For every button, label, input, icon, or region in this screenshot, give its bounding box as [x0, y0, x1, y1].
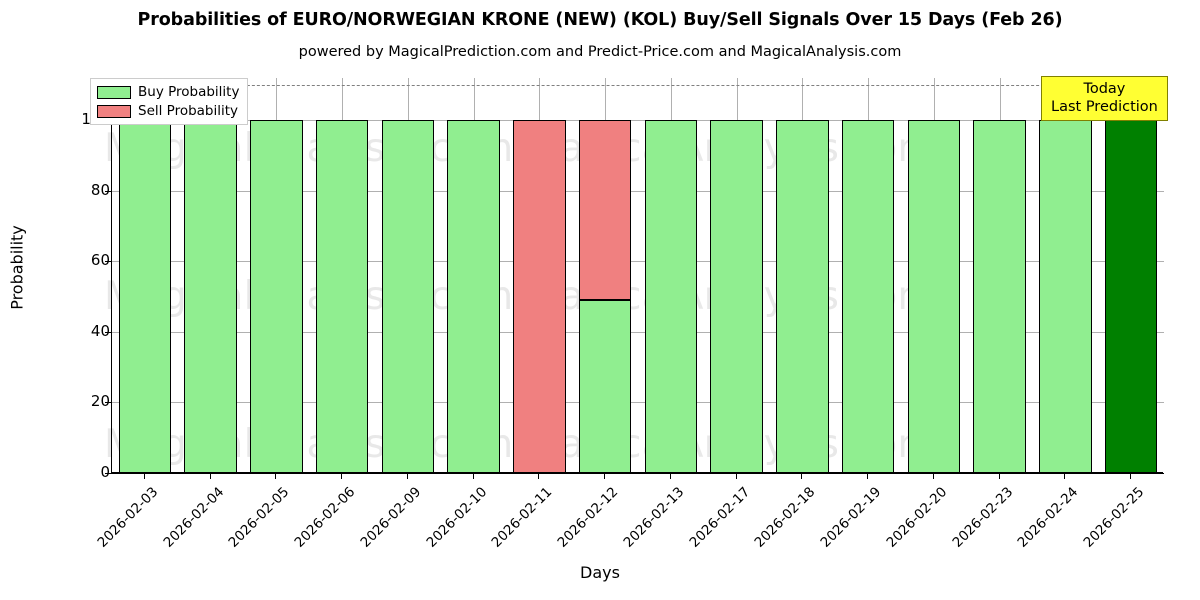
chart-subtitle: powered by MagicalPrediction.com and Pre… [298, 44, 902, 60]
bar-buy [250, 120, 303, 473]
bar-buy [578, 300, 632, 473]
y-tick-label-20: 20 [90, 392, 110, 411]
bar-buy [841, 120, 895, 473]
gridline-y-20 [112, 402, 1164, 404]
bar-buy [776, 120, 829, 473]
x-tick-label-5: 2026-02-10 [423, 484, 491, 551]
gridline-y-60 [112, 261, 1164, 263]
legend-item-sell: Sell Probability [97, 103, 239, 119]
bar-buy [644, 120, 698, 473]
y-tick-mark-40 [105, 331, 111, 333]
plot-area: MagicalAnalysis.com MagicalAnalysis.com M… [104, 78, 1164, 473]
bars-layer [112, 78, 1164, 473]
gridline-y-40 [112, 331, 1164, 333]
bar-buy [447, 120, 500, 473]
x-tick-label-11: 2026-02-19 [817, 484, 885, 551]
y-axis-label: Probability [7, 225, 27, 310]
x-tick-mark-11 [867, 473, 868, 479]
x-tick-mark-0 [144, 473, 145, 479]
x-tick-mark-7 [604, 473, 605, 479]
today-annotation-line1: Today [1083, 81, 1126, 97]
x-tick-mark-14 [1064, 473, 1065, 479]
legend-swatch-sell [97, 104, 131, 118]
x-tick-label-0: 2026-02-03 [94, 484, 162, 551]
legend-label-sell: Sell Probability [138, 103, 239, 119]
x-tick-label-8: 2026-02-13 [620, 484, 688, 551]
y-tick-mark-0 [105, 473, 111, 474]
x-tick-mark-8 [670, 473, 671, 479]
chart-title: Probabilities of EURO/NORWEGIAN KRONE (N… [137, 10, 1063, 30]
gridline-y-100 [112, 120, 1164, 122]
x-tick-mark-13 [999, 473, 1000, 479]
y-tick-mark-60 [105, 261, 111, 263]
bar-buy [973, 120, 1026, 473]
x-tick-mark-5 [473, 473, 474, 479]
gridline-y-80 [112, 190, 1164, 192]
x-axis-label: Days [580, 563, 620, 582]
x-tick-label-12: 2026-02-20 [883, 484, 951, 551]
x-tick-mark-9 [736, 473, 737, 479]
bar-sell [513, 120, 566, 473]
bar-buy [315, 120, 369, 473]
x-tick-label-10: 2026-02-18 [751, 484, 819, 551]
today-annotation-line2: Last Prediction [1051, 99, 1158, 116]
bar-buy [1039, 120, 1092, 473]
y-tick-label-60: 60 [90, 251, 110, 270]
x-tick-mark-12 [933, 473, 934, 479]
x-tick-label-14: 2026-02-24 [1014, 484, 1082, 551]
x-tick-mark-6 [538, 473, 539, 479]
y-tick-mark-20 [105, 402, 111, 404]
bar-buy [184, 120, 237, 473]
x-tick-label-9: 2026-02-17 [686, 484, 754, 551]
x-tick-label-3: 2026-02-06 [291, 484, 359, 551]
chart-legend: Buy Probability Sell Probability [90, 78, 249, 125]
legend-swatch-buy [97, 85, 131, 99]
x-tick-mark-2 [275, 473, 276, 479]
x-tick-mark-15 [1130, 473, 1131, 479]
x-tick-label-13: 2026-02-23 [949, 484, 1017, 551]
x-tick-label-2: 2026-02-05 [225, 484, 293, 551]
bar-buy [381, 120, 435, 473]
legend-item-buy: Buy Probability [97, 84, 239, 100]
bar-buy [907, 120, 961, 473]
y-tick-mark-80 [105, 190, 111, 192]
y-tick-label-40: 40 [90, 321, 110, 340]
bar-buy [710, 120, 763, 473]
x-tick-label-6: 2026-02-11 [488, 484, 556, 551]
x-tick-mark-4 [407, 473, 408, 479]
legend-label-buy: Buy Probability [138, 84, 240, 100]
bar-sell [578, 120, 632, 301]
y-tick-label-0: 0 [100, 463, 110, 481]
x-tick-mark-3 [341, 473, 342, 479]
x-tick-mark-1 [210, 473, 211, 479]
y-tick-label-80: 80 [90, 180, 110, 199]
x-tick-label-4: 2026-02-09 [357, 484, 425, 551]
bar-buy [118, 120, 172, 473]
reference-dashed-line [112, 85, 1164, 87]
axis-line-bottom [111, 473, 1164, 474]
x-tick-label-1: 2026-02-04 [160, 484, 228, 551]
x-tick-label-15: 2026-02-25 [1080, 484, 1148, 551]
x-tick-label-7: 2026-02-12 [554, 484, 622, 551]
x-tick-mark-10 [801, 473, 802, 479]
today-annotation: Today Last Prediction [1041, 76, 1168, 122]
bar-today [1104, 120, 1158, 473]
